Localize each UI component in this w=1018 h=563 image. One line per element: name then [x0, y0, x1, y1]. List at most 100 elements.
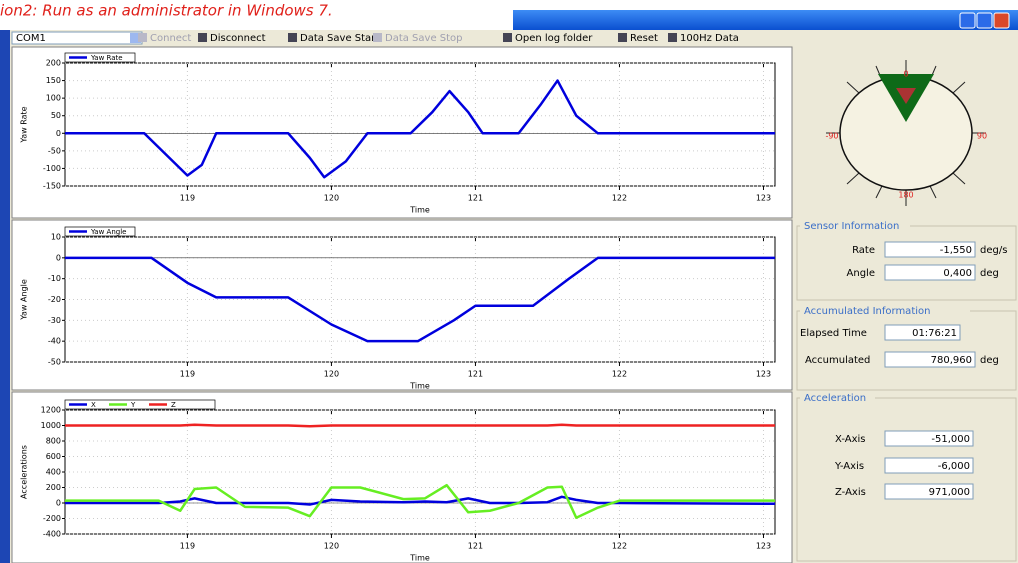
x-tick-label: 121	[468, 194, 483, 203]
toolbar-icon[interactable]	[668, 33, 677, 42]
field-unit: deg	[980, 355, 999, 366]
field-label: Z-Axis	[835, 487, 866, 498]
field-label: Rate	[852, 245, 875, 256]
plot-frame	[64, 62, 776, 187]
x-tick-label: 119	[180, 370, 195, 379]
x-tick-label: 119	[180, 194, 195, 203]
x-tick-label: 123	[756, 194, 771, 203]
legend-label: X	[91, 401, 96, 409]
gauge-label: 0	[903, 70, 908, 79]
series-line	[65, 423, 775, 428]
group-title: Accumulated Information	[804, 306, 930, 317]
field-value: -51,000	[931, 434, 970, 445]
toolbar-icon[interactable]	[138, 33, 147, 42]
field-value: 780,960	[931, 355, 972, 366]
y-axis-label: Yaw Angle	[20, 279, 29, 321]
y-tick-label: 100	[46, 94, 61, 103]
group-title-bg	[800, 305, 970, 317]
x-tick-label: 121	[468, 542, 483, 551]
field-box	[884, 457, 974, 474]
group-box	[796, 310, 1017, 391]
port-text: COM1	[16, 33, 46, 44]
toolbar-icon[interactable]	[288, 33, 297, 42]
group-title: Sensor Information	[804, 221, 899, 232]
toolbar-button[interactable]: Connect	[150, 33, 191, 44]
field-box	[884, 351, 976, 368]
y-tick-label: -400	[43, 530, 61, 539]
y-tick-label: 0	[56, 253, 61, 262]
y-tick-label: -20	[48, 295, 61, 304]
field-label: Accumulated	[805, 355, 870, 366]
toolbar-button[interactable]: Reset	[630, 33, 658, 44]
y-tick-label: 800	[46, 437, 61, 446]
y-tick-label: 50	[51, 111, 61, 120]
minimize-button[interactable]	[959, 12, 976, 29]
x-tick-label: 120	[324, 370, 339, 379]
toolbar-button[interactable]: Open log folder	[515, 33, 593, 44]
toolbar-button[interactable]: Disconnect	[210, 33, 266, 44]
legend-box	[64, 399, 216, 410]
legend-label: Y	[130, 401, 136, 409]
series-line	[65, 483, 775, 519]
series-line	[65, 495, 776, 506]
x-axis-label: Time	[409, 206, 430, 215]
y-tick-label: -50	[48, 358, 61, 367]
y-tick-label: 0	[56, 499, 61, 508]
combo-arrow[interactable]	[130, 33, 141, 43]
y-tick-label: 10	[51, 233, 61, 242]
toolbar-button[interactable]: 100Hz Data	[680, 33, 739, 44]
title-bar	[513, 10, 1018, 30]
toolbar-icon[interactable]	[503, 33, 512, 42]
gauge-tick	[952, 172, 966, 185]
field-unit: deg/s	[980, 245, 1007, 256]
toolbar-icon[interactable]	[198, 33, 207, 42]
note-text: ion2: Run as an administrator in Windows…	[0, 2, 333, 20]
x-tick-label: 123	[756, 542, 771, 551]
y-tick-label: 1200	[41, 406, 61, 415]
gauge-tick	[929, 185, 937, 199]
y-tick-label: 200	[46, 59, 61, 68]
field-box	[884, 324, 961, 341]
field-value: -1,550	[940, 245, 972, 256]
series-line	[65, 256, 775, 343]
close-button[interactable]	[993, 12, 1010, 29]
toolbar-icon[interactable]	[618, 33, 627, 42]
field-label: Angle	[847, 268, 875, 279]
y-tick-label: -30	[48, 316, 61, 325]
field-value: -6,000	[938, 461, 970, 472]
chart-panel	[11, 391, 793, 563]
gauge-tick	[846, 81, 860, 94]
x-tick-label: 121	[468, 370, 483, 379]
y-tick-label: -200	[43, 514, 61, 523]
x-tick-label: 119	[180, 542, 195, 551]
field-label: X-Axis	[835, 434, 866, 445]
gauge-label: 90	[977, 132, 987, 141]
group-box	[796, 225, 1017, 301]
y-axis-label: Accelerations	[20, 445, 29, 499]
x-axis-label: Time	[409, 382, 430, 391]
group-title-bg	[800, 392, 875, 404]
y-tick-label: -10	[48, 274, 61, 283]
toolbar-button[interactable]: Data Save Start	[300, 33, 379, 44]
toolbar-icon[interactable]	[373, 33, 382, 42]
x-tick-label: 123	[756, 370, 771, 379]
field-box	[884, 430, 974, 447]
legend-box	[64, 226, 136, 237]
field-unit: deg	[980, 268, 999, 279]
field-value: 0,400	[943, 268, 972, 279]
maximize-button[interactable]	[976, 12, 993, 29]
field-value: 01:76:21	[912, 328, 957, 339]
legend-label: Yaw Rate	[90, 54, 123, 62]
y-tick-label: 1000	[41, 421, 61, 430]
group-title: Acceleration	[804, 393, 866, 404]
series-line	[65, 79, 775, 179]
y-axis-label: Yaw Rate	[20, 106, 29, 143]
y-tick-label: 150	[46, 76, 61, 85]
y-tick-label: -40	[48, 337, 61, 346]
toolbar-button[interactable]: Data Save Stop	[385, 33, 463, 44]
gauge-label: -90	[825, 132, 838, 141]
field-label: Elapsed Time	[800, 328, 867, 339]
y-tick-label: 0	[56, 129, 61, 138]
gauge-pointer-inner	[896, 88, 916, 104]
